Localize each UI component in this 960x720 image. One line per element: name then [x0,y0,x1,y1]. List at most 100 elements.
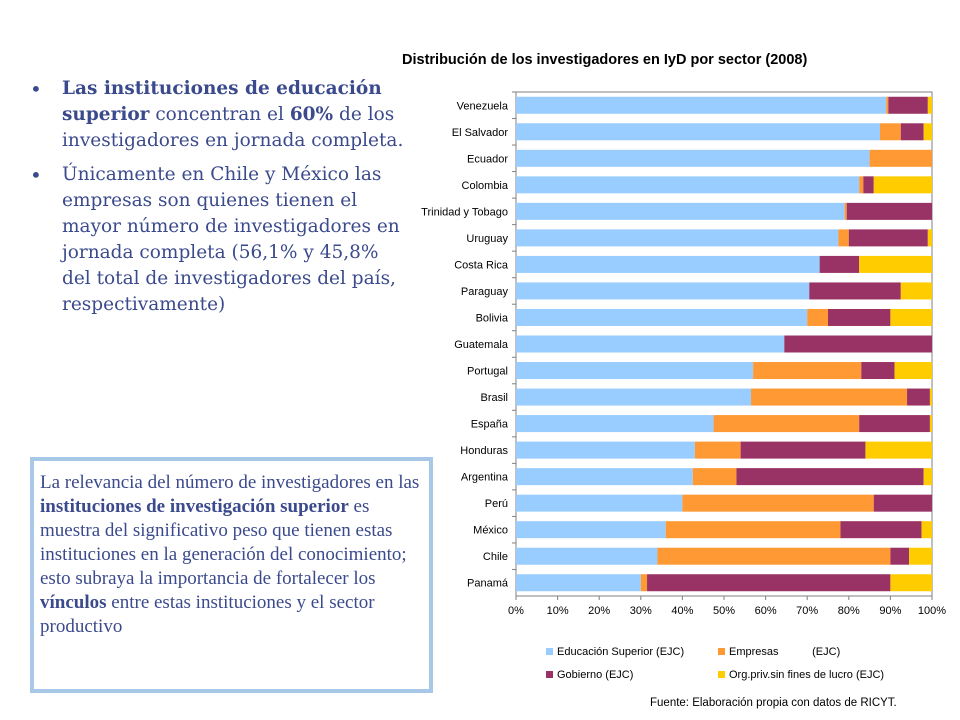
category-label: Costa Rica [454,259,509,271]
text-segment: Únicamente en Chile y México las empresa… [62,164,400,315]
bar-segment [819,255,860,273]
bar-segment [840,521,922,539]
chart-title: Distribución de los investigadores en Iy… [402,52,808,68]
bar-segment [859,176,864,194]
x-tick-label: 50% [713,605,735,617]
category-label: Bolivia [476,312,509,324]
bar-segment [516,415,714,433]
bar-segment [807,308,828,326]
emphasis-text: instituciones de investigación superior [40,496,349,517]
bar-segment [516,149,870,167]
text-segment: La relevancia del número de investigador… [40,472,420,493]
legend-label: Org.priv.sin fines de lucro (EJC) [729,669,884,681]
bar-segment [929,388,932,406]
bar-segment [784,335,932,353]
bar-segment [682,494,874,512]
bar-segment [880,123,901,141]
emphasis-text: vínculos [40,592,107,613]
bar-segment [894,362,932,380]
bar-segment [923,123,932,141]
x-tick-label: 0% [508,605,524,617]
x-tick-label: 90% [879,605,901,617]
x-tick-label: 100% [918,605,946,617]
bullet-dot-icon: • [30,163,42,187]
legend-swatch [718,648,725,655]
bar-segment [846,202,932,220]
bar-segment [751,388,908,406]
bar-segment [516,96,887,114]
bar-segment [640,574,648,592]
x-tick-label: 40% [671,605,693,617]
bar-segment [516,441,695,459]
bar-segment [647,574,891,592]
x-tick-label: 70% [796,605,818,617]
legend-swatch [546,671,553,678]
legend-swatch [718,671,725,678]
bar-segment [848,229,928,247]
bar-segment [516,255,820,273]
bar-segment [890,308,932,326]
bar-segment [516,123,880,141]
emphasis-text: 60% [289,104,334,125]
category-label: Uruguay [466,233,508,245]
bullet-text: Únicamente en Chile y México las empresa… [62,164,400,315]
bar-segment [809,282,901,300]
bar-segment [828,308,891,326]
bar-segment [923,468,932,486]
text-segment: entre estas instituciones y el sector pr… [40,592,375,637]
text-segment: concentran el [149,104,290,125]
category-label: Guatemala [454,339,509,351]
bar-segment [927,96,932,114]
bar-segment [516,202,845,220]
source-note: Fuente: Elaboración propia con datos de … [650,697,897,709]
category-label: México [473,525,508,537]
bar-segment [516,229,839,247]
category-label: Portugal [467,366,508,378]
category-label: Perú [485,498,508,510]
category-label: Colombia [462,180,509,192]
category-label: Argentina [461,472,509,484]
callout-box: La relevancia del número de investigador… [30,457,433,693]
bar-segment [921,521,932,539]
x-tick-label: 20% [588,605,610,617]
legend-swatch [546,648,553,655]
bullet-text: Las instituciones de educación superior … [62,78,403,151]
bar-segment [838,229,849,247]
bar-segment [516,362,754,380]
bar-segment [516,574,641,592]
bar-segment [873,176,932,194]
bar-segment [713,415,860,433]
category-label: Ecuador [467,153,508,165]
category-label: Venezuela [457,100,509,112]
bar-segment [909,547,932,565]
category-label: El Salvador [452,127,509,139]
bar-segment [873,494,932,512]
bar-segment [516,176,860,194]
bar-segment [516,547,658,565]
bar-segment [863,176,874,194]
bar-segment [869,149,932,167]
category-label: España [471,419,509,431]
bar-segment [929,415,932,433]
bar-segment [900,282,932,300]
bar-segment [516,282,810,300]
text-segment: es muestra del significativo peso que ti… [40,496,407,589]
bar-segment [736,468,924,486]
emphasis-text: Las instituciones de educación superior [62,78,382,125]
legend-label: Educación Superior (EJC) [557,646,684,658]
bullet-list: • Las instituciones de educación superior… [30,76,410,326]
bar-segment [859,255,932,273]
category-label: Trinidad y Tobago [421,206,508,218]
bar-segment [516,521,666,539]
bar-segment [907,388,930,406]
bar-segment [900,123,924,141]
bar-segment [516,335,785,353]
bar-segment [890,574,932,592]
x-tick-label: 80% [838,605,860,617]
category-label: Honduras [460,445,508,457]
bar-segment [516,468,693,486]
bullet-item: • Únicamente en Chile y México las empres… [30,162,410,318]
bar-segment [694,441,741,459]
category-label: Brasil [480,392,508,404]
